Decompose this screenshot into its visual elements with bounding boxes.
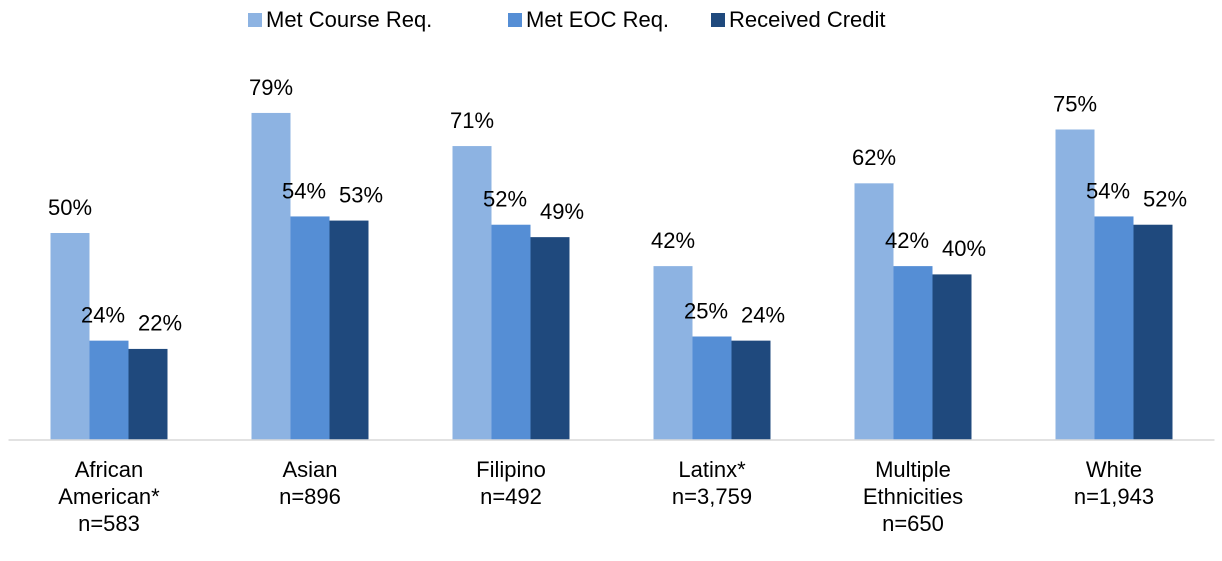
bar xyxy=(932,274,972,440)
bar xyxy=(893,266,933,440)
bar xyxy=(1094,216,1134,440)
bar xyxy=(731,340,771,440)
category-name: Multiple Ethnicities xyxy=(862,457,964,509)
data-label: 54% xyxy=(282,178,326,203)
data-label: 49% xyxy=(540,199,584,224)
data-label: 42% xyxy=(885,228,929,253)
sample-size: n=896 xyxy=(279,484,341,509)
bar xyxy=(329,220,369,440)
data-label: 42% xyxy=(651,228,695,253)
bar xyxy=(452,146,492,440)
sample-size: n=583 xyxy=(78,511,140,536)
data-label: 40% xyxy=(942,236,986,261)
data-label: 52% xyxy=(1143,187,1187,212)
sample-size: n=1,943 xyxy=(1073,484,1155,509)
category-name: Filipino xyxy=(476,457,546,482)
data-label: 52% xyxy=(483,187,527,212)
category-name: White xyxy=(1085,457,1143,482)
bar xyxy=(251,112,291,440)
data-label: 79% xyxy=(249,75,293,100)
x-tick-label: Filipino n=492 xyxy=(426,456,596,510)
x-tick-label: African American* n=583 xyxy=(24,456,194,537)
bar xyxy=(530,237,570,440)
data-label: 50% xyxy=(48,195,92,220)
bar xyxy=(1133,224,1173,440)
bar xyxy=(653,266,693,440)
legend-label: Received Credit xyxy=(729,7,886,32)
x-tick-label: White n=1,943 xyxy=(1029,456,1199,510)
data-label: 75% xyxy=(1053,91,1097,116)
bar xyxy=(854,183,894,440)
sample-size: n=492 xyxy=(480,484,542,509)
x-tick-label: Multiple Ethnicities n=650 xyxy=(828,456,998,537)
bar xyxy=(290,216,330,440)
data-label: 25% xyxy=(684,298,728,323)
legend-label: Met Course Req. xyxy=(266,7,432,32)
x-tick-label: Asian n=896 xyxy=(225,456,395,510)
data-label: 62% xyxy=(852,145,896,170)
data-label: 53% xyxy=(339,182,383,207)
sample-size: n=650 xyxy=(882,511,944,536)
sample-size: n=3,759 xyxy=(671,484,753,509)
data-label: 22% xyxy=(138,311,182,336)
bar xyxy=(89,340,129,440)
legend-swatch xyxy=(711,13,725,27)
category-name: African American* xyxy=(58,457,160,509)
legend-swatch xyxy=(508,13,522,27)
bar xyxy=(128,348,168,440)
data-label: 24% xyxy=(81,302,125,327)
data-label: 71% xyxy=(450,108,494,133)
legend-swatch xyxy=(248,13,262,27)
data-label: 54% xyxy=(1086,178,1130,203)
data-label: 24% xyxy=(741,302,785,327)
x-tick-label: Latinx* n=3,759 xyxy=(627,456,797,510)
legend-label: Met EOC Req. xyxy=(526,7,669,32)
bar xyxy=(491,224,531,440)
category-name: Asian xyxy=(282,457,338,482)
category-name: Latinx* xyxy=(678,457,746,482)
bar xyxy=(692,336,732,440)
bar xyxy=(1055,129,1095,440)
bar xyxy=(50,233,90,440)
